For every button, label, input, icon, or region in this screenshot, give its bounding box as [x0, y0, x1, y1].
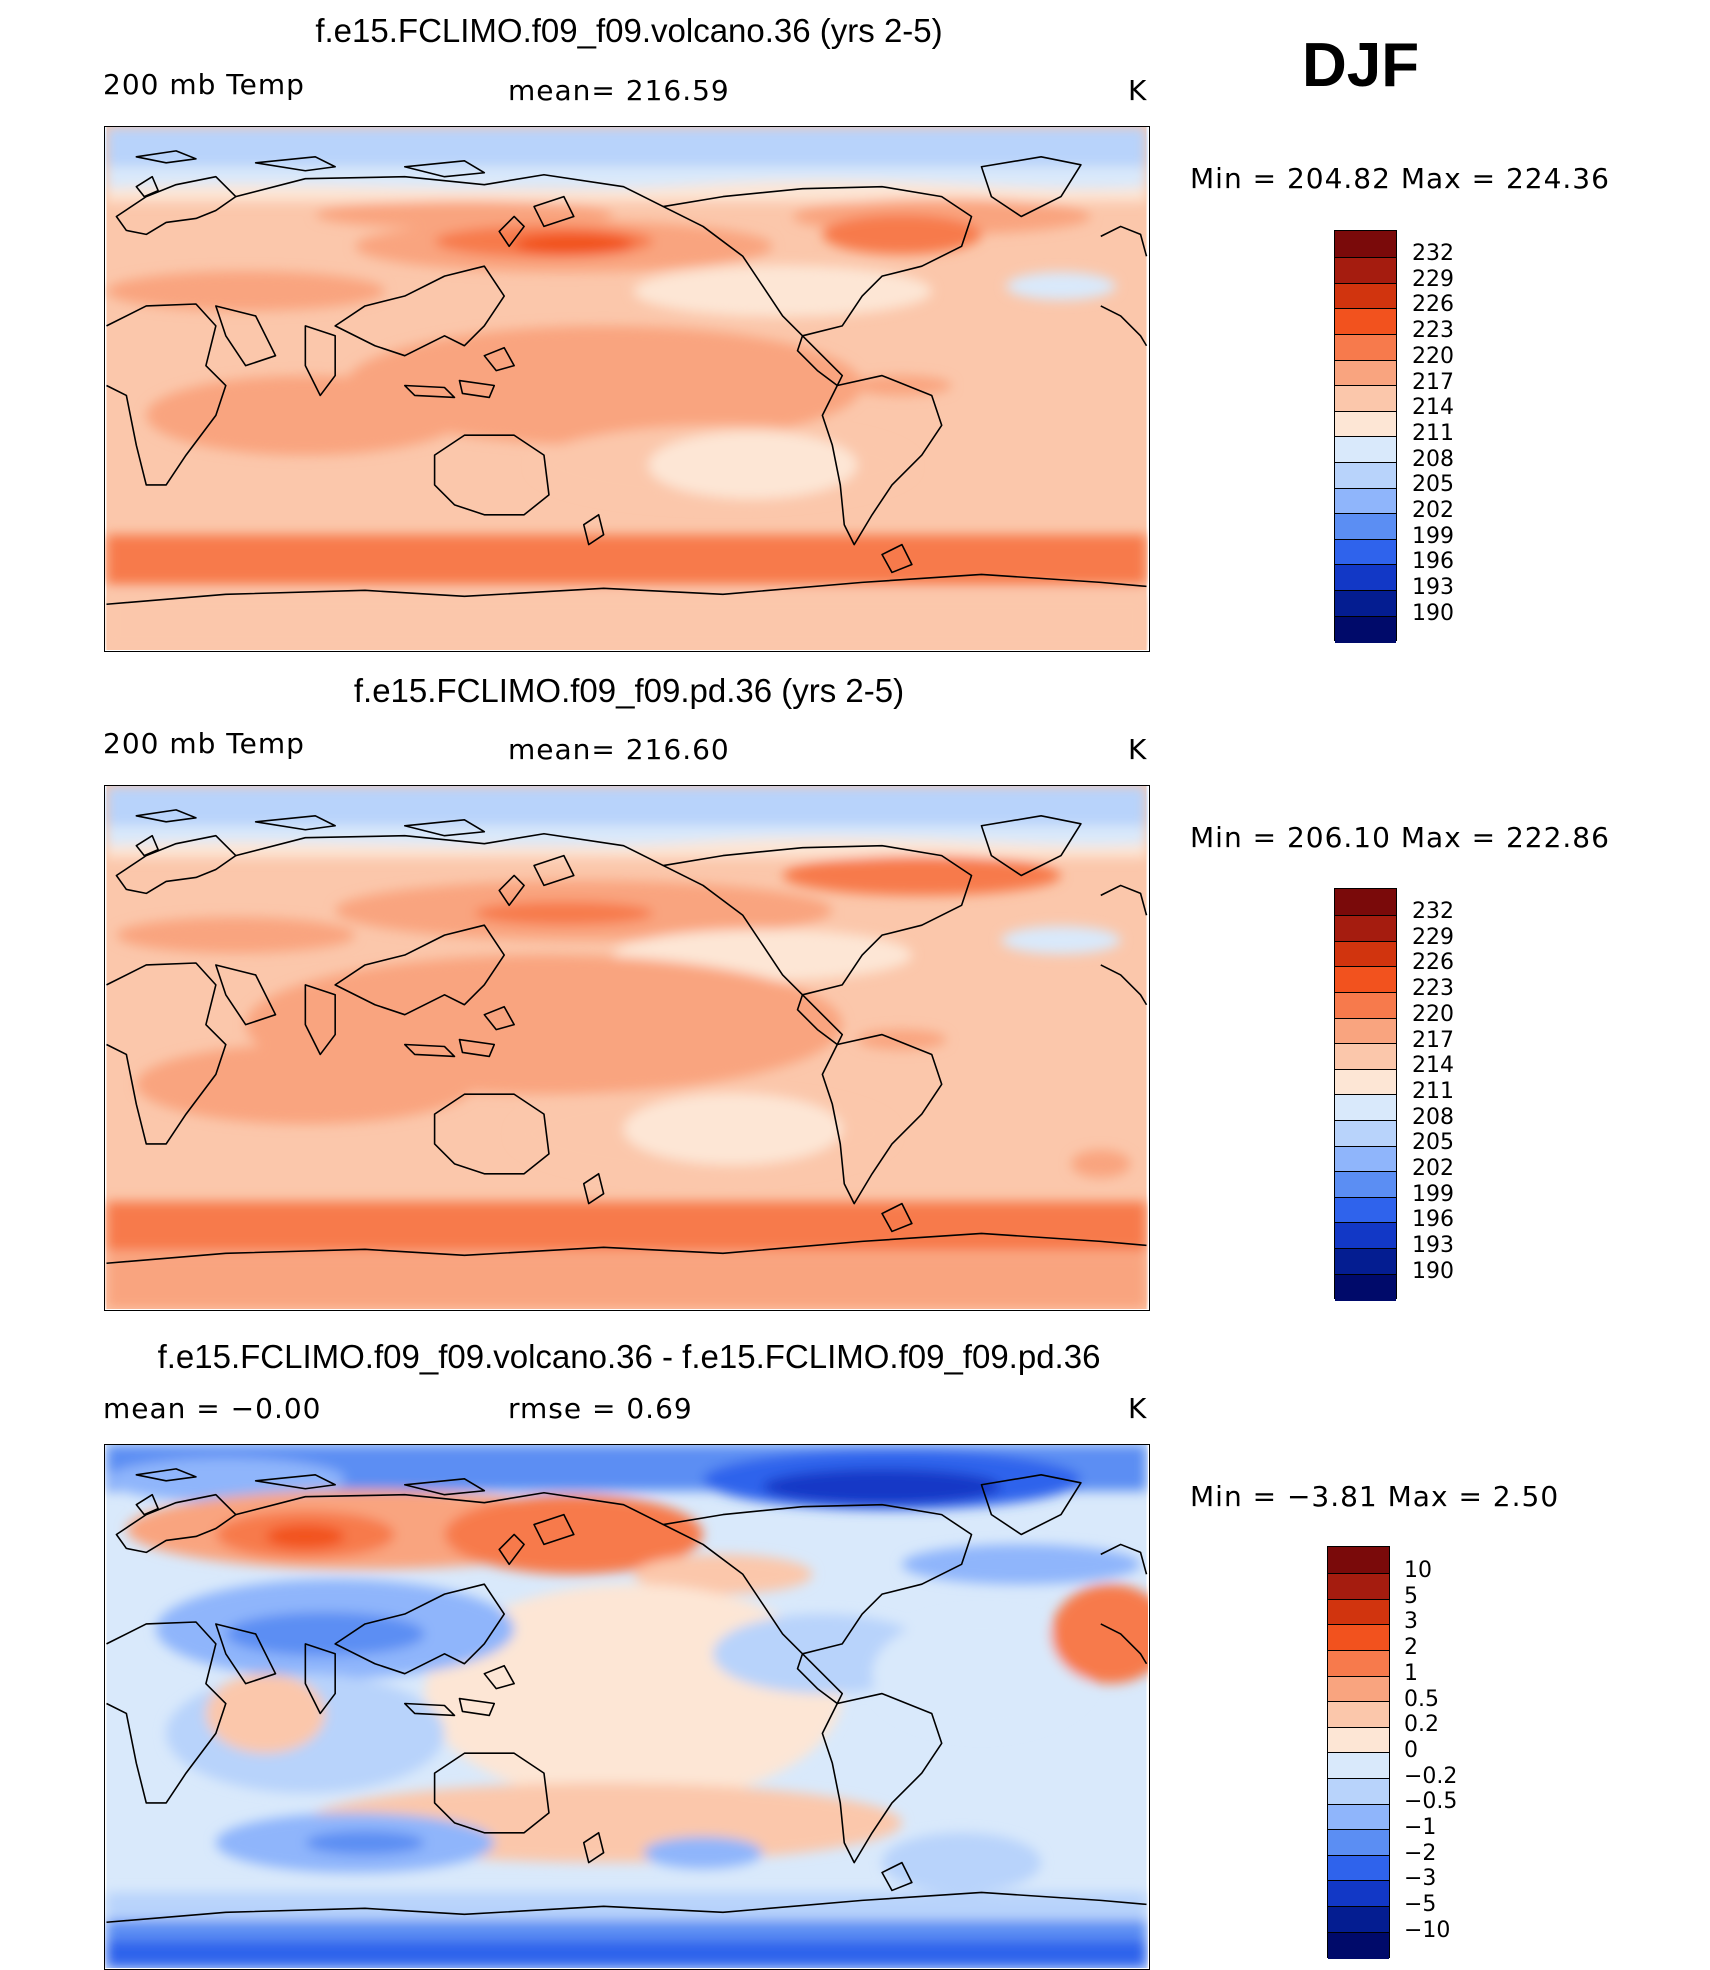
colorbar-tick: 196: [1412, 549, 1454, 575]
colorbar-tick: 0.5: [1404, 1686, 1439, 1712]
season-label: DJF: [1302, 31, 1420, 100]
colorbar-tick: 208: [1412, 446, 1454, 472]
colorbar-tick: 226: [1412, 292, 1454, 318]
panel1-map: [104, 126, 1150, 652]
colorbar-tick: −10: [1404, 1917, 1451, 1943]
panel2-min-max: Min = 206.10 Max = 222.86: [1190, 821, 1610, 854]
colorbar-tick: 10: [1404, 1558, 1432, 1583]
panel2-colorbar: [1334, 888, 1397, 1301]
panel3-min-max: Min = −3.81 Max = 2.50: [1190, 1480, 1560, 1513]
panel3-map: [104, 1444, 1150, 1970]
panel1-mean-label: mean= 216.59: [508, 74, 730, 107]
panel2-map: [104, 785, 1150, 1311]
colorbar-tick: 190: [1412, 600, 1454, 626]
panel1-min-max: Min = 204.82 Max = 224.36: [1190, 162, 1610, 195]
colorbar-tick: 0: [1404, 1737, 1418, 1763]
colorbar-tick: 199: [1412, 523, 1454, 549]
panel3-colorbar: [1327, 1546, 1390, 1959]
panel1-units: K: [1128, 74, 1148, 107]
panel3-title: f.e15.FCLIMO.f09_f09.volcano.36 - f.e15.…: [157, 1338, 1101, 1375]
colorbar-tick: 205: [1412, 472, 1454, 498]
colorbar-tick: −0.2: [1404, 1763, 1458, 1789]
colorbar-tick: −2: [1404, 1840, 1437, 1866]
colorbar-tick: 229: [1412, 266, 1454, 292]
panel3-mean-label: mean = −0.00: [103, 1392, 322, 1425]
colorbar-tick: 232: [1412, 899, 1454, 924]
colorbar-tick: 232: [1412, 241, 1454, 266]
colorbar-tick: 214: [1412, 1053, 1454, 1079]
colorbar-tick: 0.2: [1404, 1712, 1439, 1738]
panel2-mean-label: mean= 216.60: [508, 733, 730, 766]
colorbar-tick: 220: [1412, 1001, 1454, 1027]
panel3-units: K: [1128, 1392, 1148, 1425]
colorbar-tick: 3: [1404, 1609, 1418, 1635]
colorbar-tick: −5: [1404, 1892, 1437, 1918]
panel1-map-field: [105, 127, 1148, 650]
panel2-units: K: [1128, 733, 1148, 766]
colorbar-tick: 199: [1412, 1181, 1454, 1207]
colorbar-tick: 211: [1412, 420, 1454, 446]
colorbar-tick: 5: [1404, 1583, 1418, 1609]
panel2-map-field: [105, 786, 1148, 1309]
colorbar-tick: 223: [1412, 318, 1454, 344]
colorbar-tick: 202: [1412, 498, 1454, 523]
colorbar-tick: 196: [1412, 1207, 1454, 1233]
colorbar-tick: 217: [1412, 1027, 1454, 1053]
colorbar-tick: 205: [1412, 1130, 1454, 1156]
panel1-variable-label: 200 mb Temp: [103, 68, 305, 101]
colorbar-tick: −1: [1404, 1815, 1437, 1840]
colorbar-tick: 220: [1412, 343, 1454, 369]
panel2-variable-label: 200 mb Temp: [103, 727, 305, 760]
panel2-title: f.e15.FCLIMO.f09_f09.pd.36 (yrs 2-5): [353, 672, 905, 709]
colorbar-tick: 211: [1412, 1078, 1454, 1104]
colorbar-tick: 193: [1412, 575, 1454, 601]
colorbar-tick: 214: [1412, 395, 1454, 421]
colorbar-tick: 217: [1412, 369, 1454, 395]
colorbar-tick: −0.5: [1404, 1789, 1458, 1815]
colorbar-tick: 202: [1412, 1156, 1454, 1181]
colorbar-tick: 226: [1412, 950, 1454, 976]
colorbar-tick: 190: [1412, 1258, 1454, 1284]
panel1-title: f.e15.FCLIMO.f09_f09.volcano.36 (yrs 2-5…: [315, 12, 943, 49]
panel1-colorbar: [1334, 230, 1397, 643]
colorbar-tick: 193: [1412, 1233, 1454, 1259]
colorbar-tick: 208: [1412, 1104, 1454, 1130]
panel3-rmse-label: rmse = 0.69: [508, 1392, 693, 1425]
colorbar-tick: 2: [1404, 1635, 1418, 1661]
colorbar-tick: 1: [1404, 1660, 1418, 1686]
colorbar-tick: 229: [1412, 924, 1454, 950]
colorbar-tick: 223: [1412, 976, 1454, 1002]
colorbar-tick: −3: [1404, 1866, 1437, 1892]
panel3-map-field: [105, 1445, 1148, 1968]
